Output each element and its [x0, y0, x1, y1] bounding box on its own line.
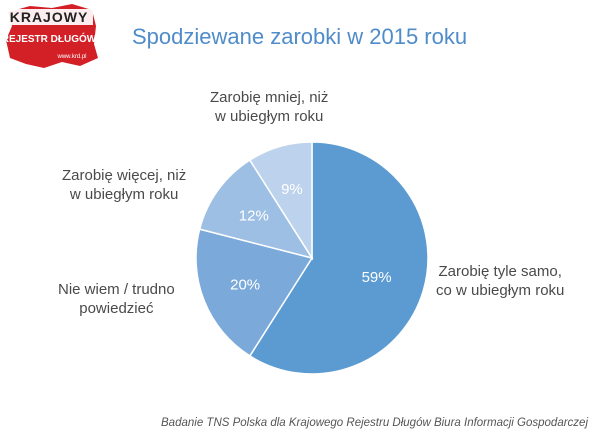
slice-label-less-line1: Zarobię mniej, niż [210, 89, 329, 106]
slice-label-dont-know-line2: powiedzieć [79, 300, 154, 317]
slice-label-dont-know-line1: Nie wiem / trudno [58, 281, 175, 298]
krd-logo: KRAJOWY REJESTR DŁUGÓW www.krd.pl [2, 4, 98, 68]
pie-slice-less [248, 141, 313, 261]
slice-label-less-line2: w ubiegłym roku [215, 108, 324, 125]
slice-label-more-line2: w ubiegłym roku [69, 186, 179, 203]
logo-line1: KRAJOWY [10, 9, 89, 25]
slice-label-same-line1: Zarobię tyle samo, [438, 263, 562, 280]
pie-value-label-less: 9% [281, 181, 303, 198]
slice-label-same: Zarobię tyle samo, co w ubiegłym roku [436, 262, 564, 300]
logo-url: www.krd.pl [56, 54, 86, 60]
pie-slice-same [248, 141, 429, 375]
slice-label-dont-know: Nie wiem / trudno powiedzieć [58, 280, 175, 318]
pie-value-label-more: 12% [239, 208, 269, 225]
source-note: Badanie TNS Polska dla Krajowego Rejestr… [161, 417, 588, 429]
pie-slice-dont-know [195, 228, 314, 357]
slice-label-more: Zarobię więcej, niż w ubiegłym roku [62, 166, 186, 204]
pie-value-label-dont-know: 20% [230, 276, 260, 293]
pie-slice-more [198, 159, 314, 260]
slice-label-same-line2: co w ubiegłym roku [436, 282, 565, 299]
slice-label-more-line1: Zarobię więcej, niż [62, 167, 187, 184]
pie-value-label-same: 59% [362, 269, 392, 286]
chart-title: Spodziewane zarobki w 2015 roku [132, 24, 468, 49]
logo-line2: REJESTR DŁUGÓW [2, 32, 97, 45]
slice-label-less: Zarobię mniej, niż w ubiegłym roku [210, 88, 328, 126]
